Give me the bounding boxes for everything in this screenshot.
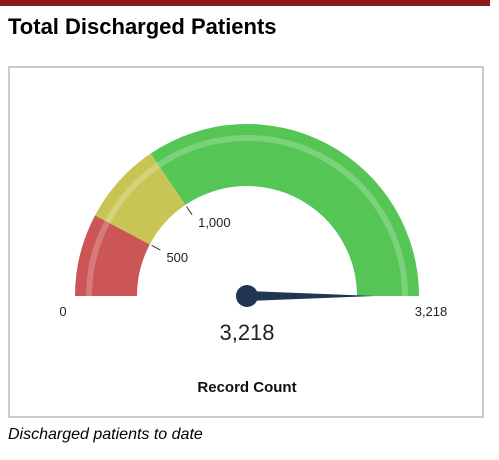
gauge-tick-label: 3,218 <box>415 304 448 319</box>
gauge-band-1 <box>95 153 186 245</box>
gauge-needle-hub <box>236 285 258 307</box>
gauge-band-2 <box>150 123 419 297</box>
widget-title: Total Discharged Patients <box>8 14 277 39</box>
gauge-value-label: 3,218 <box>219 320 274 345</box>
gauge-metric-label: Record Count <box>197 379 296 396</box>
gauge-tick-mark <box>186 206 193 216</box>
gauge-needle <box>236 285 375 307</box>
gauge-chart: 0 500 1,000 3,218 3,218 Record Count <box>59 123 448 396</box>
gauge-band-highlight-1 <box>104 162 161 224</box>
gauge-ticks: 0 500 1,000 3,218 <box>59 206 448 319</box>
gauge-band-highlight-0 <box>86 220 111 297</box>
gauge-card: 0 500 1,000 3,218 3,218 Record Count <box>8 66 484 418</box>
gauge-bands <box>75 123 419 297</box>
gauge-needle-pointer <box>247 291 375 301</box>
gauge-band-highlight-2 <box>156 135 408 297</box>
gauge-tick-mark <box>151 244 161 251</box>
widget-caption: Discharged patients to date <box>8 426 203 443</box>
gauge-band-0 <box>75 215 150 296</box>
gauge-tick-label: 1,000 <box>198 215 231 230</box>
gauge-tick-label: 0 <box>59 304 66 319</box>
gauge-tick-label: 500 <box>166 250 188 265</box>
top-accent-rule <box>0 0 490 6</box>
